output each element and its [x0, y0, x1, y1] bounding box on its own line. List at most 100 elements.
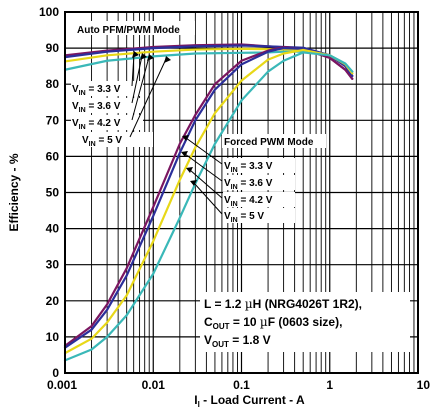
pwm-title: Forced PWM Mode — [224, 137, 314, 148]
condition-inductor: L = 1.2 µH (NRG4026T 1R2), — [204, 297, 362, 311]
label-subscript: IN — [231, 217, 238, 224]
pfm-label-backing — [81, 132, 153, 147]
label-value: = 4.2 V — [86, 118, 121, 129]
label-subscript: IN — [79, 90, 86, 97]
x-label-subscript: l — [198, 400, 200, 409]
condition-vout: VOUT = 1.8 V — [204, 333, 271, 349]
pwm-arrow-head — [186, 167, 193, 173]
y-tick-label: 50 — [46, 186, 60, 200]
label-value: = 3.6 V — [86, 101, 121, 112]
label-subscript: IN — [79, 107, 86, 114]
pfm-arrow-line — [129, 58, 167, 138]
pwm-arrow-line — [185, 137, 223, 165]
x-label-main: I — [194, 393, 197, 407]
pfm-arrow-line — [131, 53, 135, 87]
label-subscript: IN — [231, 184, 238, 191]
cond-subscript: OUT — [213, 322, 230, 331]
label-subscript: IN — [231, 201, 238, 208]
pfm-arrow-head — [147, 54, 154, 61]
pfm-title-backing — [75, 21, 195, 35]
pwm-label-backing — [223, 158, 295, 173]
label-main: V — [82, 135, 89, 146]
pwm-label-backing — [223, 175, 295, 190]
label-value: = 3.3 V — [86, 84, 121, 95]
label-main: V — [72, 101, 79, 112]
pfm-arrow-line — [131, 55, 143, 104]
pfm-label-backing — [71, 115, 143, 130]
pwm-arrow-line — [189, 169, 223, 199]
cond-text: C — [204, 315, 213, 329]
y-tick-label: 20 — [46, 294, 60, 308]
y-tick-label: 100 — [39, 5, 59, 19]
pfm-arrow-line — [131, 56, 150, 121]
cond-text: = 1.8 V — [229, 333, 271, 347]
label-main: V — [224, 195, 231, 206]
series-line-forcedpwm-vin-5 — [63, 51, 354, 362]
label-value: = 4.2 V — [238, 195, 273, 206]
label-subscript: IN — [231, 167, 238, 174]
y-tick-label: 10 — [46, 330, 60, 344]
label-main: V — [224, 178, 231, 189]
pwm-arrow-line — [184, 153, 223, 182]
pwm-arrow-line — [193, 182, 223, 215]
pwm-vin-label: VIN = 3.6 V — [224, 178, 273, 191]
label-subscript: IN — [89, 141, 96, 148]
y-tick-label: 40 — [46, 222, 60, 236]
pwm-title-backing — [222, 134, 326, 148]
condition-capacitor: COUT = 10 µF (0603 size), — [204, 315, 342, 331]
x-tick-label: 0.01 — [142, 378, 166, 392]
x-axis-label: Il - Load Current - A — [194, 393, 305, 409]
pfm-arrow-head — [132, 51, 139, 58]
label-main: V — [72, 84, 79, 95]
mu-symbol: µ — [260, 315, 268, 329]
cond-text: L = 1.2 — [204, 297, 245, 311]
pwm-label-backing — [223, 192, 295, 207]
label-main: V — [224, 161, 231, 172]
y-tick-label: 0 — [52, 366, 59, 380]
label-value: = 5 V — [96, 135, 123, 146]
pfm-arrow-head — [164, 56, 171, 63]
y-tick-label: 60 — [46, 149, 60, 163]
pwm-vin-label: VIN = 4.2 V — [224, 195, 273, 208]
x-label-rest: - Load Current - A — [200, 393, 305, 407]
pfm-title: Auto PFM/PWM Mode — [77, 25, 180, 36]
y-axis-label: Efficiency - % — [7, 153, 21, 231]
pwm-arrow-head — [181, 151, 188, 157]
label-value: = 3.3 V — [238, 161, 273, 172]
plot-frame — [64, 11, 419, 374]
pwm-arrow-head — [182, 135, 189, 141]
label-value: = 5 V — [238, 211, 265, 222]
pwm-label-backing — [223, 208, 295, 223]
y-tick-label: 90 — [46, 41, 60, 55]
pfm-vin-label: VIN = 3.3 V — [72, 84, 121, 97]
x-tick-label: 1 — [326, 378, 333, 392]
y-tick-label: 80 — [46, 77, 60, 91]
pfm-vin-label: VIN = 5 V — [82, 135, 122, 148]
label-main: V — [72, 118, 79, 129]
pfm-vin-label: VIN = 4.2 V — [72, 118, 121, 131]
x-tick-label: 10 — [417, 378, 430, 392]
pfm-label-backing — [71, 98, 143, 113]
cond-text: F (0603 size), — [268, 315, 343, 329]
y-tick-label: 70 — [46, 113, 60, 127]
x-tick-label: 0.001 — [47, 378, 77, 392]
label-main: V — [224, 211, 231, 222]
pfm-label-backing — [71, 81, 143, 96]
tick-labels: 0 10 20 30 40 50 60 70 80 90 100 0.001 0.01 0.1 1 10 — [39, 5, 430, 392]
pwm-vin-label: VIN = 3.3 V — [224, 161, 273, 174]
mu-symbol: µ — [245, 297, 253, 311]
label-subscript: IN — [79, 124, 86, 131]
pwm-arrow-head — [190, 180, 197, 186]
cond-text: H (NRG4026T 1R2), — [253, 297, 362, 311]
pwm-vin-label: VIN = 5 V — [224, 211, 264, 224]
cond-text: = 10 — [230, 315, 260, 329]
y-tick-label: 30 — [46, 258, 60, 272]
cond-text: V — [204, 333, 212, 347]
label-value: = 3.6 V — [238, 178, 273, 189]
pfm-vin-label: VIN = 3.6 V — [72, 101, 121, 114]
pfm-arrow-head — [140, 53, 147, 60]
conditions-backing — [200, 292, 410, 352]
cond-subscript: OUT — [212, 340, 229, 349]
